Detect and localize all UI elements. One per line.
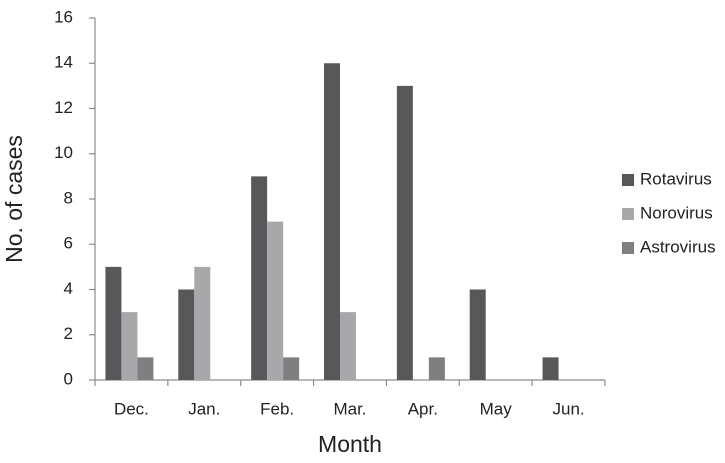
legend-swatch — [622, 242, 634, 254]
legend-label: Astrovirus — [640, 237, 716, 256]
bar — [105, 266, 122, 380]
bar — [283, 357, 300, 380]
legend-label: Norovirus — [640, 203, 713, 222]
y-tick-label: 12 — [54, 98, 73, 117]
y-tick-label: 2 — [64, 324, 73, 343]
y-tick-label: 4 — [64, 279, 73, 298]
bar — [428, 357, 445, 380]
bar — [267, 221, 284, 380]
y-tick-label: 6 — [64, 234, 73, 253]
x-tick-label: Mar. — [333, 399, 366, 418]
y-tick-label: 8 — [64, 188, 73, 207]
x-tick-label: May — [480, 399, 513, 418]
bar — [121, 312, 138, 380]
bar — [324, 63, 340, 380]
bar — [178, 289, 195, 380]
bar — [251, 176, 268, 380]
legend-label: Rotavirus — [640, 169, 712, 188]
x-tick-label: Feb. — [260, 399, 294, 418]
x-tick-label: Jun. — [553, 399, 585, 418]
bar — [137, 357, 154, 380]
y-tick-label: 10 — [54, 143, 73, 162]
legend-swatch — [622, 174, 634, 186]
y-tick-label: 0 — [64, 369, 73, 388]
bar — [542, 357, 559, 380]
x-tick-label: Jan. — [188, 399, 220, 418]
bar — [396, 85, 413, 380]
bar — [340, 312, 356, 380]
y-tick-label: 16 — [54, 7, 73, 26]
bar — [469, 289, 486, 380]
bar — [194, 266, 211, 380]
x-tick-label: Apr. — [408, 399, 438, 418]
x-tick-label: Dec. — [114, 399, 149, 418]
y-tick-label: 14 — [54, 53, 73, 72]
y-axis-label: No. of cases — [1, 135, 27, 263]
x-axis-label: Month — [318, 431, 382, 457]
legend-swatch — [622, 208, 634, 220]
